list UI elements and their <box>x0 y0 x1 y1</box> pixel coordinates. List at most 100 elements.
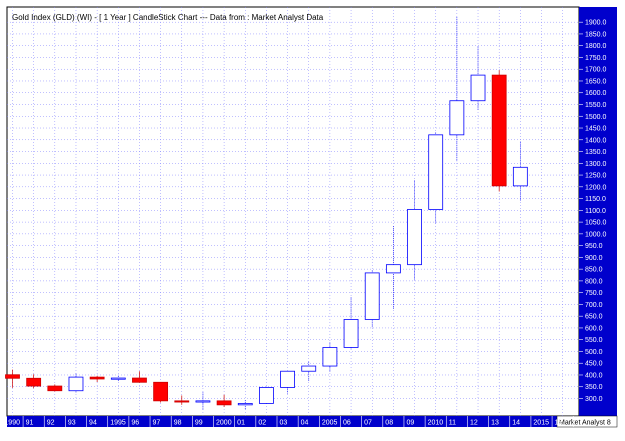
x-tick-label: 91 <box>26 420 34 427</box>
y-tick-label: 400.0 <box>585 372 603 379</box>
candle-body <box>259 387 274 404</box>
y-tick-label: 500.0 <box>585 349 603 356</box>
y-tick-label: 850.0 <box>585 267 603 274</box>
candle <box>89 375 105 383</box>
candle-body <box>132 377 147 383</box>
x-tick-label: 2005 <box>322 420 338 427</box>
x-tick-label: 06 <box>343 420 351 427</box>
y-tick-label: 1600.0 <box>585 90 607 97</box>
y-axis-strip <box>579 7 617 416</box>
y-tick-label: 750.0 <box>585 290 603 297</box>
candle <box>237 400 253 410</box>
candle <box>5 369 20 388</box>
y-tick-label: 950.0 <box>585 243 603 250</box>
x-tick-label: 2000 <box>216 420 232 427</box>
candle-body <box>470 74 486 102</box>
candle-body <box>322 347 338 367</box>
y-tick-label: 1100.0 <box>585 208 606 215</box>
y-tick-label: 1500.0 <box>585 114 607 121</box>
x-tick-labels: 1990 91 92 93 94 1995 96 97 98 99 2000 01 02 03 04 2005… <box>4 416 574 427</box>
y-tick-label: 300.0 <box>585 396 603 403</box>
candle-body <box>153 381 169 402</box>
y-tick-label: 550.0 <box>585 337 603 344</box>
y-tick-label: 1350.0 <box>585 149 607 156</box>
y-tick-label: 1650.0 <box>585 78 607 85</box>
candle <box>26 374 42 389</box>
y-tick-labels: 300.0 350.0 400.0 450.0 500.0 550.0 600.0 650.0… <box>579 20 607 403</box>
x-tick-label: 2015 <box>533 420 549 427</box>
candle <box>259 386 274 404</box>
candle <box>385 226 401 309</box>
candle-body <box>26 377 42 387</box>
y-tick-label: 1250.0 <box>585 173 607 180</box>
candle-body <box>385 264 401 274</box>
credit-box <box>556 415 618 428</box>
candle <box>195 392 211 410</box>
grid-layer <box>7 7 579 416</box>
x-tick-label: 08 <box>385 420 393 427</box>
plot-area <box>6 6 580 417</box>
y-tick-label: 1300.0 <box>585 161 607 168</box>
candle-body <box>195 400 211 403</box>
y-tick-label: 900.0 <box>585 255 603 262</box>
x-tick-label: 94 <box>89 420 97 427</box>
candle <box>343 297 359 349</box>
x-tick-label: 1990 <box>4 420 20 427</box>
candle <box>153 381 169 403</box>
x-tick-label: 13 <box>491 420 499 427</box>
y-tick-label: 1050.0 <box>585 220 607 227</box>
candle <box>322 342 338 373</box>
candle-body <box>47 385 63 392</box>
x-tick-label: 03 <box>280 420 288 427</box>
x-tick-label: 01 <box>237 420 245 427</box>
x-tick-label: 04 <box>301 420 309 427</box>
x-tick-label: 11 <box>449 420 456 427</box>
candle-body <box>301 365 317 372</box>
candle-body <box>216 400 232 406</box>
candle <box>491 70 507 192</box>
x-tick-label: 99 <box>195 420 203 427</box>
x-tick-label: 96 <box>131 420 139 427</box>
candle-body <box>110 377 126 380</box>
x-axis-strip <box>7 416 579 427</box>
y-tick-label: 1200.0 <box>585 184 607 191</box>
x-tick-label: 98 <box>174 420 182 427</box>
candle <box>301 361 317 381</box>
y-tick-label: 1450.0 <box>585 126 607 133</box>
x-tick-label: 97 <box>153 420 161 427</box>
candle <box>428 132 444 224</box>
credit-label: Market Analyst 8 <box>559 420 611 427</box>
y-tick-label: 1900.0 <box>585 20 607 27</box>
y-tick-label: 1150.0 <box>585 196 606 203</box>
candle-body <box>343 319 359 348</box>
x-tick-label: 92 <box>47 420 55 427</box>
candle <box>449 17 465 162</box>
y-tick-label: 1700.0 <box>585 67 607 74</box>
x-tick-label: 14 <box>512 420 520 427</box>
y-tick-label: 1850.0 <box>585 31 607 38</box>
candle-body <box>174 400 190 403</box>
candle <box>512 141 528 201</box>
candle <box>47 384 63 392</box>
x-tick-label: 16 <box>555 420 563 427</box>
candle-body <box>364 272 380 320</box>
candle-body <box>89 376 105 380</box>
candle-body <box>512 166 528 187</box>
y-tick-label: 1400.0 <box>585 137 607 144</box>
candle <box>132 371 147 383</box>
y-tick-label: 1000.0 <box>585 231 607 238</box>
candle-body <box>407 208 422 266</box>
y-tick-label: 1750.0 <box>585 55 607 62</box>
chart-title: Gold Index (GLD) (WI) - [ 1 Year ] Candl… <box>12 13 324 22</box>
x-tick-label: 02 <box>258 420 266 427</box>
candle <box>68 373 84 393</box>
y-tick-label: 1800.0 <box>585 43 607 50</box>
x-tick-label: 93 <box>68 420 76 427</box>
y-tick-label: 1550.0 <box>585 102 607 109</box>
candle <box>407 180 422 281</box>
candle-body <box>280 370 295 388</box>
candle-body <box>237 403 253 406</box>
candle <box>174 395 190 405</box>
candle <box>216 394 232 407</box>
candle-body <box>68 376 84 392</box>
